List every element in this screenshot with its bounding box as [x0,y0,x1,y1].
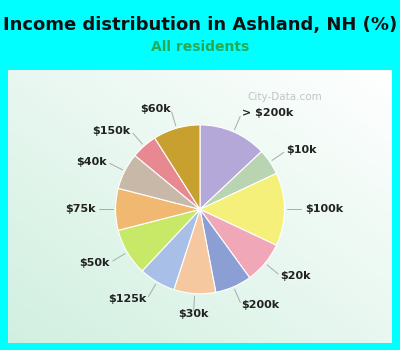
Wedge shape [118,155,200,209]
Wedge shape [116,188,200,230]
Text: $100k: $100k [305,204,343,214]
Wedge shape [174,209,216,294]
Text: Income distribution in Ashland, NH (%): Income distribution in Ashland, NH (%) [3,16,397,34]
Text: All residents: All residents [151,40,249,54]
Wedge shape [135,138,200,209]
Wedge shape [200,209,276,278]
Wedge shape [155,125,200,209]
Text: $60k: $60k [140,104,171,114]
Wedge shape [200,125,262,209]
Wedge shape [118,209,200,271]
Wedge shape [200,209,250,292]
Text: $30k: $30k [178,309,209,319]
Text: $10k: $10k [287,146,317,155]
Text: $50k: $50k [80,258,110,268]
Wedge shape [200,173,284,245]
Wedge shape [200,152,276,209]
Text: $200k: $200k [242,300,280,310]
Wedge shape [142,209,200,290]
Text: > $200k: > $200k [242,108,293,118]
Text: City-Data.com: City-Data.com [247,92,322,102]
Text: $150k: $150k [93,126,131,136]
Text: $125k: $125k [108,294,147,304]
Text: $40k: $40k [76,157,107,167]
Text: $75k: $75k [65,204,95,214]
Text: $20k: $20k [281,271,311,281]
